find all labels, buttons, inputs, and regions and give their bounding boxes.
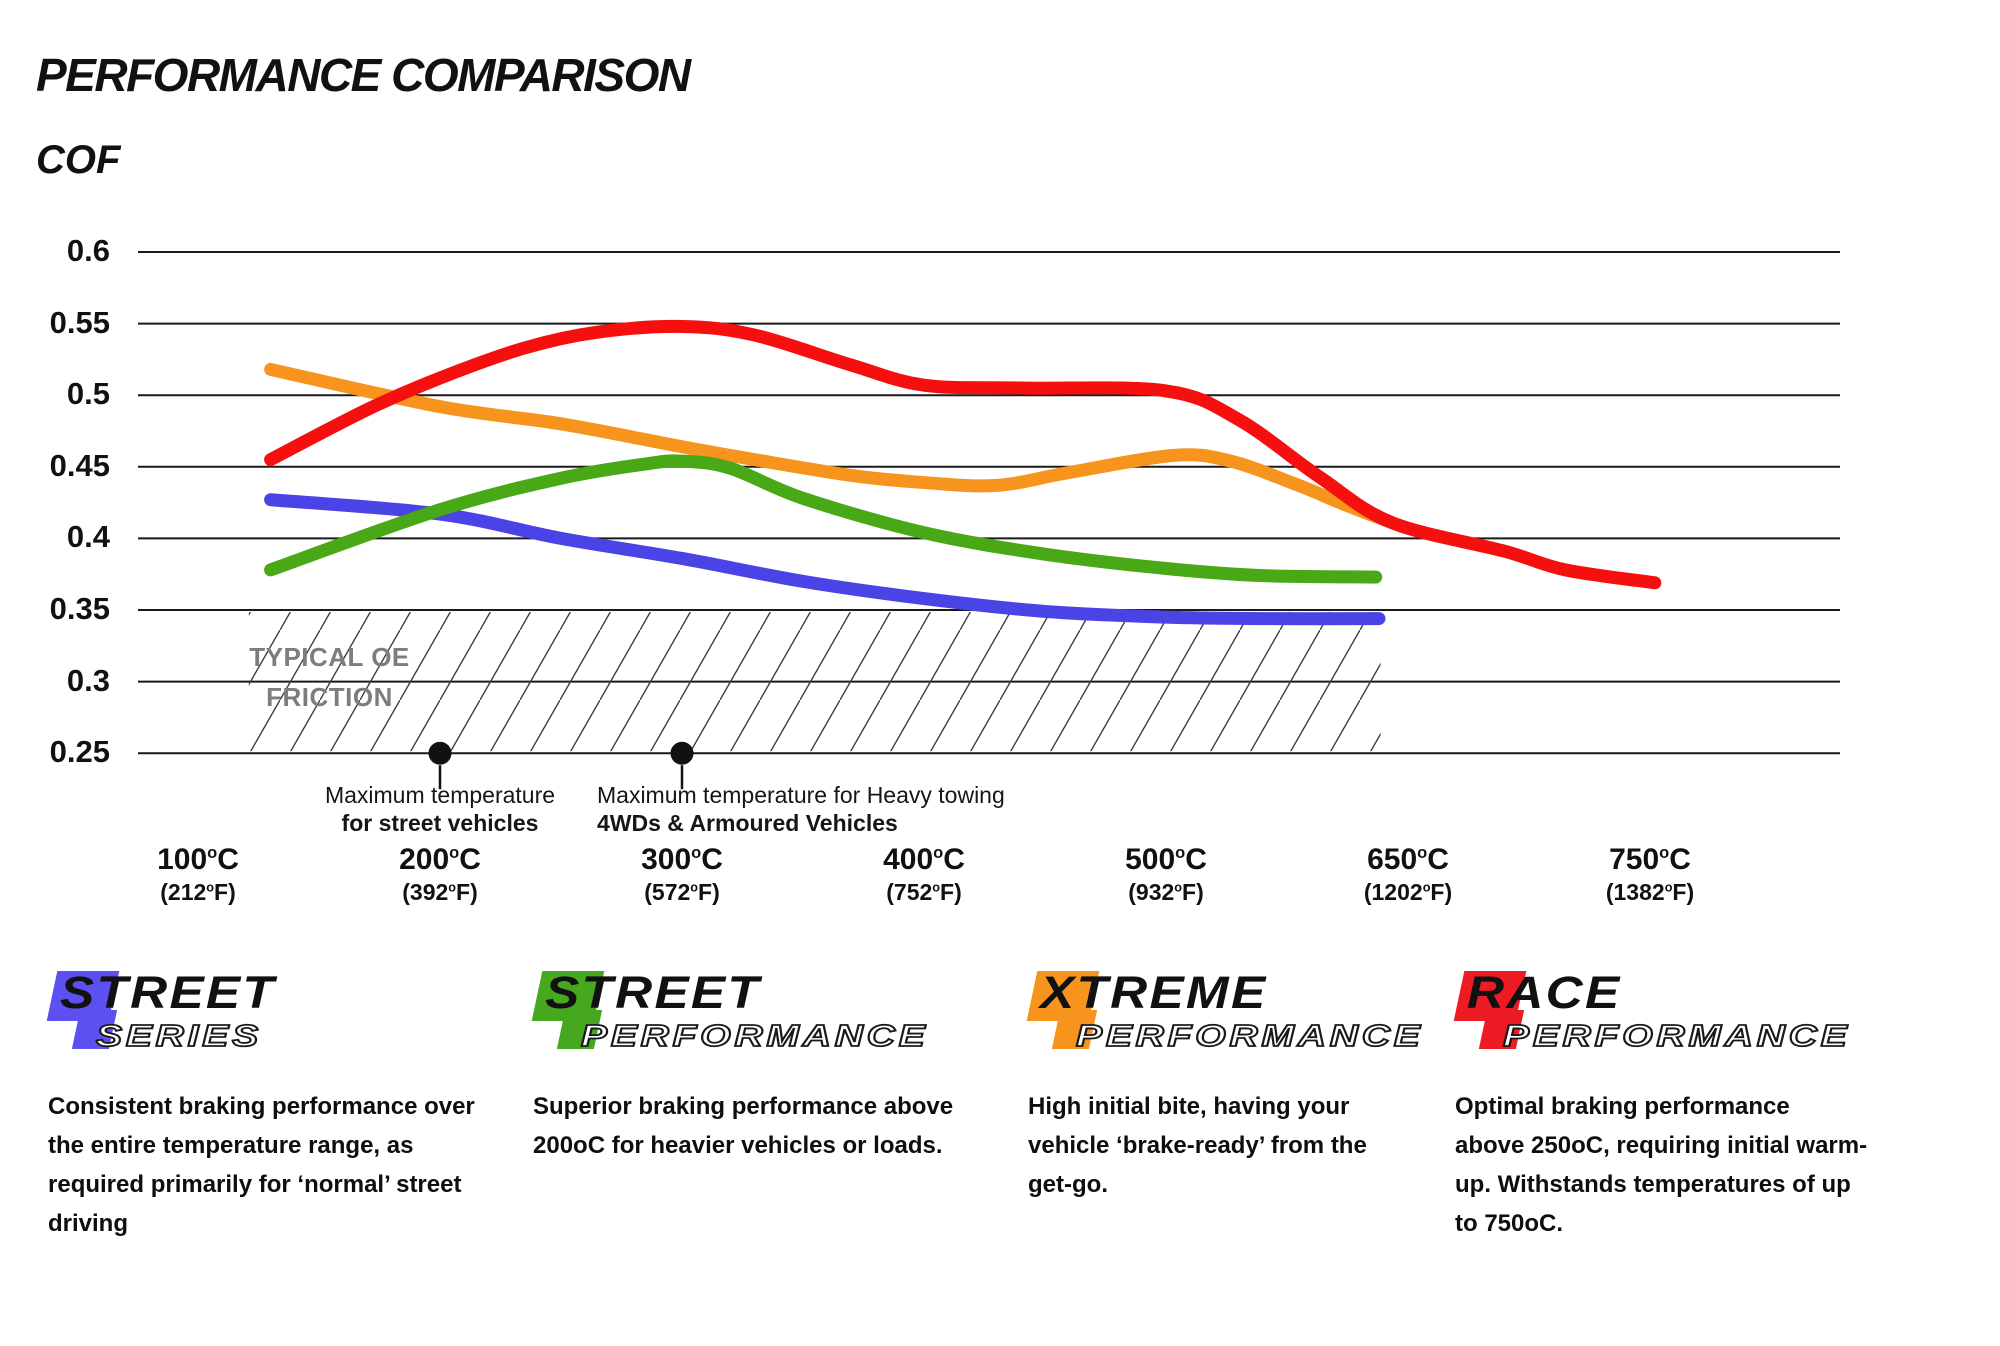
brand-subname: PERFORMANCE [1075,1017,1424,1054]
y-axis-title: COF [36,138,121,182]
annotation-line2: 4WDs & Armoured Vehicles [597,810,898,836]
description-line: Superior braking performance above [533,1093,954,1120]
description-line: above 250oC, requiring initial warm- [1455,1132,1868,1159]
celsius-label: 750oC [1609,843,1691,876]
annotation-line1: Maximum temperature for Heavy towing [597,782,1005,808]
series-line-street-performance [264,454,1383,584]
description-line: 200oC for heavier vehicles or loads. [533,1132,943,1159]
legend-description: Optimal braking performance above 250oC, … [1455,1087,1867,1243]
legend-description: Consistent braking performance over the e… [48,1087,475,1243]
fahrenheit-label: (752oF) [886,879,962,905]
fahrenheit-label: (212oF) [160,879,236,905]
brand-name: XTREME [1040,967,1268,1018]
celsius-label: 100oC [157,843,239,876]
celsius-label: 200oC [399,843,481,876]
page-title: PERFORMANCE COMPARISON [36,49,691,101]
fahrenheit-label: (572oF) [644,879,720,905]
y-tick-label: 0.25 [49,734,110,770]
oe-friction-hatch [248,612,1381,752]
typical-oe-friction-band [248,612,1381,752]
annotation-line1: Maximum temperature [324,782,556,808]
y-tick-label: 0.45 [49,447,110,483]
description-line: the entire temperature range, as [48,1132,414,1159]
y-tick-label: 0.55 [49,304,110,340]
marker-annotation: Maximum temperature for Heavy towing 4WDs… [597,781,1005,837]
x-tick-label: 100oC (212oF) [157,843,239,906]
y-tick-label: 0.3 [66,662,110,698]
x-tick-label: 500oC (932oF) [1125,843,1207,906]
brand-name: STREET [545,967,762,1018]
max-temperature-dot [428,741,452,765]
brand-name: RACE [1467,967,1622,1018]
description-line: up. Withstands temperatures of up [1455,1171,1851,1198]
description-line: driving [48,1210,129,1237]
description-line: to 750oC. [1455,1210,1564,1237]
celsius-label: 650oC [1367,843,1449,876]
legend-description: High initial bite, having your vehicle ‘b… [1028,1087,1367,1204]
y-tick-label: 0.4 [66,519,110,555]
x-tick-label: 750oC (1382oF) [1606,843,1694,906]
max-temperature-dot [670,741,694,765]
annotation-line2: for street vehicles [341,810,539,836]
brand-subname: SERIES [95,1017,262,1054]
y-tick-label: 0.5 [66,376,110,412]
description-line: Optimal braking performance [1455,1093,1790,1120]
fahrenheit-label: (392oF) [402,879,478,905]
marker-annotation: Maximum temperature for street vehicles [325,781,555,837]
fahrenheit-label: (1382oF) [1605,879,1695,905]
description-line: vehicle ‘brake-ready’ from the [1028,1132,1367,1159]
x-tick-label: 200oC (392oF) [399,843,481,906]
legend-description: Superior braking performance above 200oC … [533,1087,953,1165]
data-series-lines [264,319,1662,626]
celsius-label: 400oC [883,843,965,876]
brand-subname: PERFORMANCE [580,1017,929,1054]
y-tick-label: 0.35 [49,591,110,626]
celsius-label: 300oC [641,843,723,876]
description-line: get-go. [1028,1171,1108,1198]
x-tick-label: 300oC (572oF) [641,843,723,906]
brand-name: STREET [60,967,277,1018]
description-line: Consistent braking performance over [48,1093,475,1120]
x-tick-label: 400oC (752oF) [883,843,965,906]
brand-subname: PERFORMANCE [1502,1017,1851,1054]
description-line: High initial bite, having your [1028,1093,1350,1120]
series-line-street-series [264,493,1386,626]
fahrenheit-label: (932oF) [1128,879,1204,905]
series-line-race-performance [264,319,1662,590]
series-line-xtreme-performance [264,362,1399,530]
y-tick-label: 0.6 [66,233,110,268]
temperature-markers [428,741,694,790]
fahrenheit-label: (1202oF) [1363,879,1453,905]
celsius-label: 500oC [1125,843,1207,876]
description-line: required primarily for ‘normal’ street [48,1171,462,1198]
oe-friction-label: TYPICAL OE FRICTION [249,642,410,713]
x-tick-label: 650oC (1202oF) [1364,843,1452,906]
